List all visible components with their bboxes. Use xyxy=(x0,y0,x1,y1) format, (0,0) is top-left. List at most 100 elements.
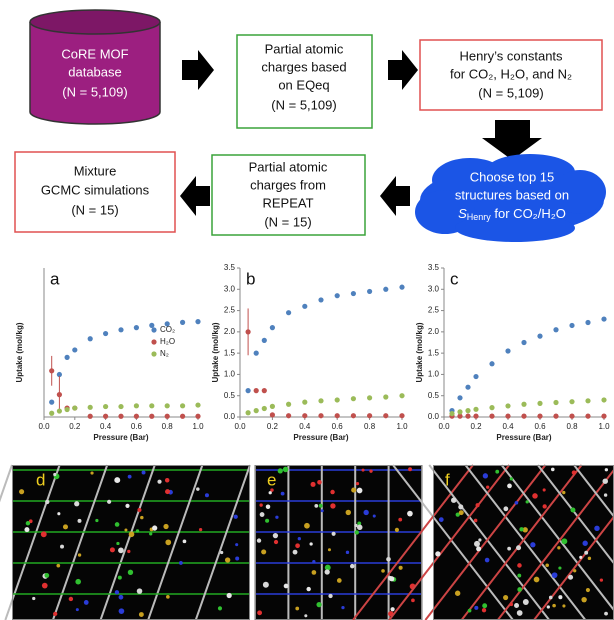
atom xyxy=(386,557,391,562)
atom xyxy=(547,605,550,608)
atom xyxy=(373,514,376,517)
panel-label: d xyxy=(36,470,45,489)
point xyxy=(383,287,388,292)
node-text: (N = 5,109) xyxy=(271,97,336,112)
point xyxy=(270,404,275,409)
atom xyxy=(455,591,460,596)
atom xyxy=(411,598,415,602)
point xyxy=(367,395,372,400)
point xyxy=(149,414,154,419)
atom xyxy=(19,489,24,494)
atom xyxy=(474,606,478,610)
point xyxy=(134,325,139,330)
point xyxy=(521,340,526,345)
x-axis-label: Pressure (Bar) xyxy=(496,433,551,442)
atom xyxy=(45,500,49,504)
node-text: Partial atomic xyxy=(249,159,328,174)
atom xyxy=(129,531,135,537)
x-tick-label: 0.6 xyxy=(534,422,546,431)
atom xyxy=(234,515,238,519)
atom xyxy=(586,588,590,592)
atom xyxy=(319,504,323,508)
atom xyxy=(510,603,514,607)
point xyxy=(569,399,574,404)
atom xyxy=(137,508,141,512)
atom xyxy=(476,546,481,551)
y-tick-label: 1.5 xyxy=(428,348,440,357)
atom xyxy=(381,569,385,573)
atom xyxy=(269,491,272,494)
point xyxy=(302,413,307,418)
point xyxy=(351,291,356,296)
point xyxy=(88,414,93,419)
point xyxy=(302,400,307,405)
atom xyxy=(507,547,511,551)
atom xyxy=(128,475,132,479)
atom xyxy=(57,512,60,515)
point xyxy=(57,408,62,413)
point xyxy=(489,361,494,366)
atom xyxy=(468,609,472,613)
point xyxy=(49,400,54,405)
figure: CoRE MOF database (N = 5,109) Partial at… xyxy=(0,0,614,620)
x-tick-label: 0.8 xyxy=(162,422,174,431)
point xyxy=(505,403,510,408)
atom xyxy=(257,538,261,542)
point xyxy=(57,392,62,397)
atom xyxy=(278,468,283,473)
x-tick-label: 0.0 xyxy=(234,422,246,431)
point xyxy=(270,325,275,330)
point xyxy=(118,327,123,332)
y-tick-label: 0.0 xyxy=(428,412,440,421)
point xyxy=(537,334,542,339)
y-axis-label: Uptake (mol/kg) xyxy=(15,322,24,382)
node-text: database xyxy=(68,64,122,79)
atom xyxy=(362,469,365,472)
atom xyxy=(260,512,265,517)
atom xyxy=(474,519,478,523)
point xyxy=(103,414,108,419)
atom xyxy=(136,529,139,532)
atom xyxy=(503,506,508,511)
atom xyxy=(298,537,301,540)
atom xyxy=(152,525,157,530)
point xyxy=(449,411,454,416)
atom xyxy=(573,569,576,572)
atom xyxy=(295,607,299,611)
atom xyxy=(137,588,143,594)
atom xyxy=(119,595,124,600)
atom xyxy=(118,576,122,580)
atom xyxy=(110,547,115,552)
atom xyxy=(549,596,553,600)
atom xyxy=(227,593,232,598)
point xyxy=(457,409,462,414)
arrow xyxy=(482,120,542,160)
atom xyxy=(399,566,403,570)
atom xyxy=(517,587,522,592)
atom xyxy=(558,595,562,599)
atom xyxy=(42,583,48,589)
atom xyxy=(119,608,125,614)
atom xyxy=(259,503,262,506)
atom xyxy=(63,524,68,529)
atom xyxy=(600,579,603,582)
point xyxy=(553,327,558,332)
atom xyxy=(543,488,546,491)
point xyxy=(505,414,510,419)
point xyxy=(246,410,251,415)
point xyxy=(465,385,470,390)
point xyxy=(103,404,108,409)
x-tick-label: 1.0 xyxy=(396,422,408,431)
point xyxy=(180,320,185,325)
point xyxy=(262,388,267,393)
point xyxy=(505,348,510,353)
point xyxy=(302,304,307,309)
node-text: CoRE MOF xyxy=(61,46,128,61)
point xyxy=(149,323,154,328)
node-text: REPEAT xyxy=(262,195,313,210)
y-tick-label: 2.0 xyxy=(428,327,440,336)
atom xyxy=(275,516,278,519)
node-text: Mixture xyxy=(74,163,117,178)
atom xyxy=(526,500,529,503)
atom xyxy=(60,545,64,549)
